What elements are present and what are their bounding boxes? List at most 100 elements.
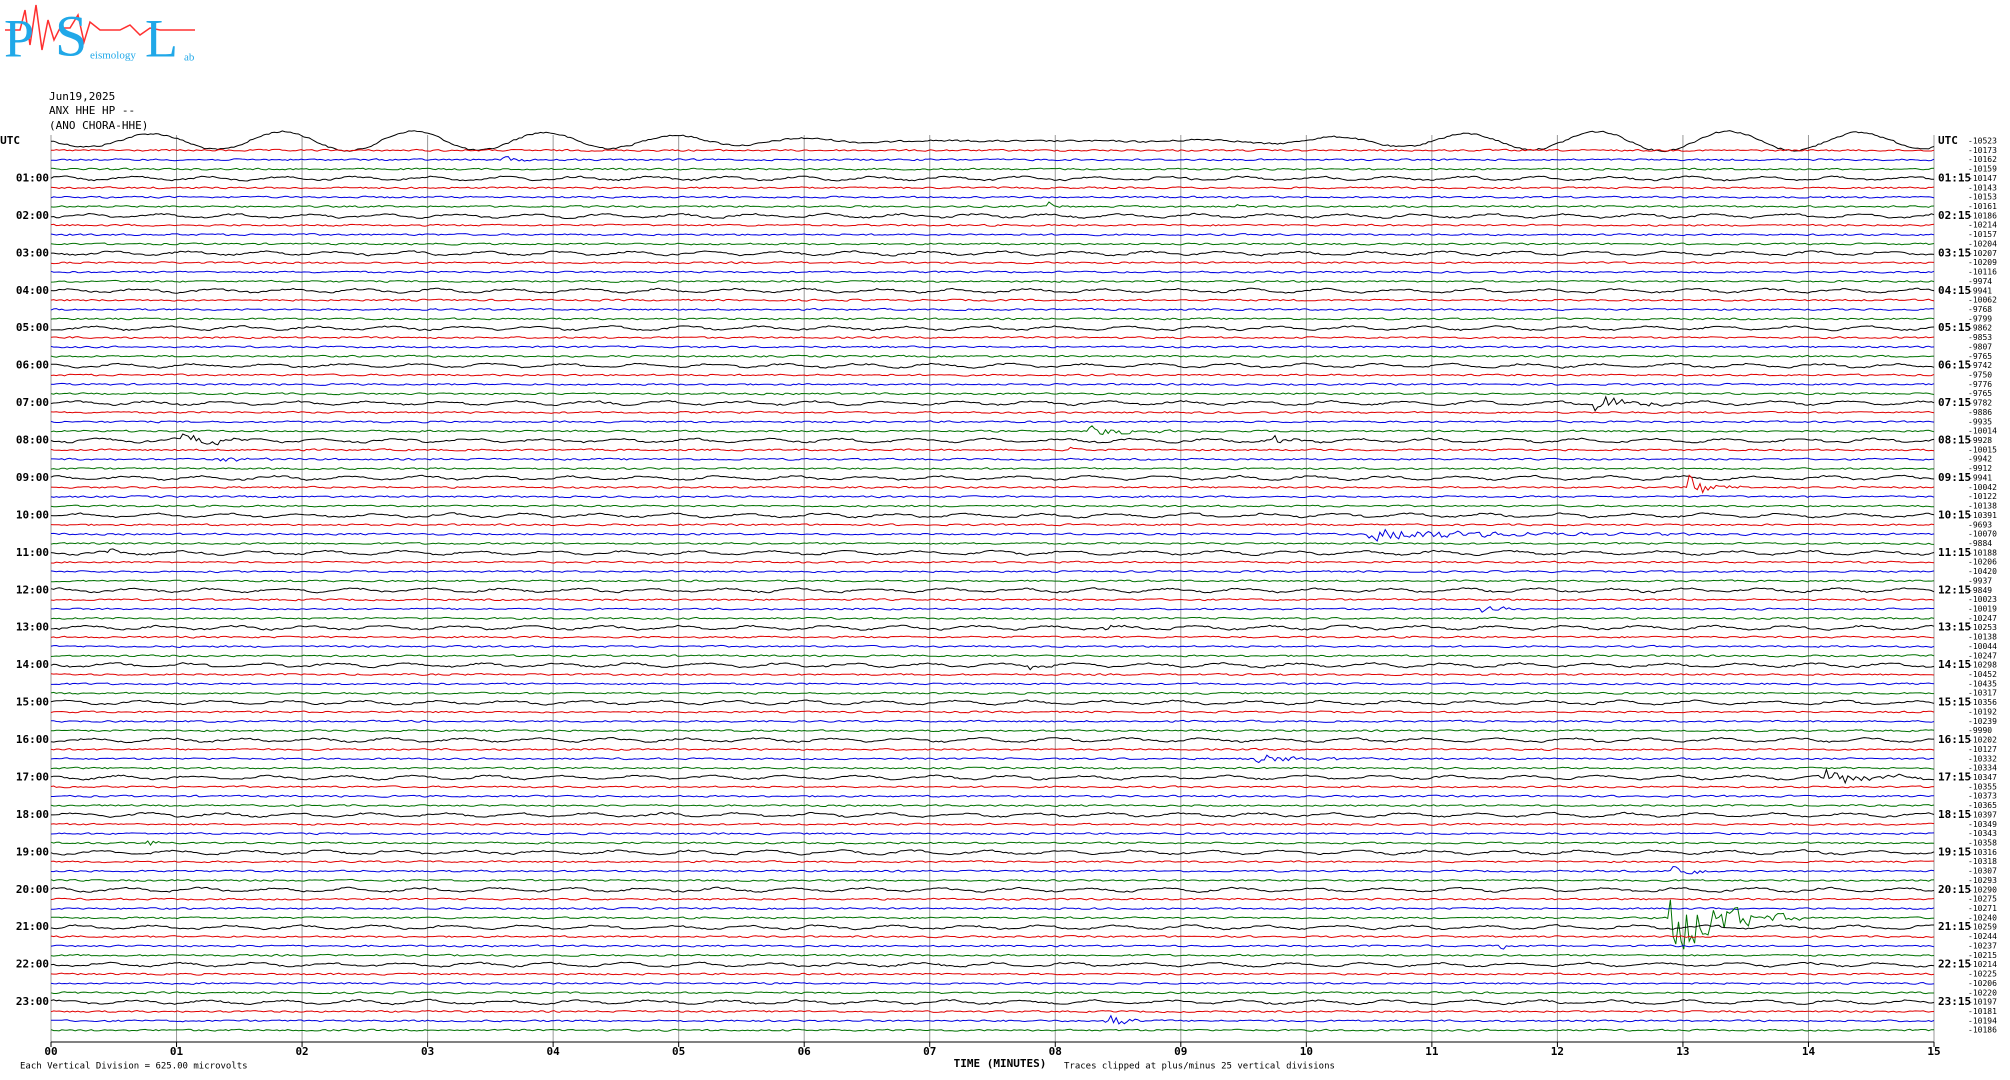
- trace: [50, 233, 1935, 237]
- trace: [50, 961, 1935, 968]
- trace: [50, 186, 1935, 190]
- trace: [50, 495, 1935, 499]
- trace: [51, 325, 1935, 332]
- trace: [50, 560, 1935, 564]
- trace: [50, 840, 1935, 846]
- trace-offset: -10317: [1968, 689, 1997, 698]
- trace-offset: -10116: [1968, 268, 1997, 277]
- trace: [50, 897, 1935, 901]
- trace-offset: -10214: [1968, 960, 1997, 969]
- trace-offset: -10452: [1968, 670, 1997, 679]
- trace-offset: -10237: [1968, 941, 1997, 950]
- hour-label: 08:00: [16, 434, 49, 447]
- hour-label: 10:00: [16, 508, 49, 521]
- trace-offset: -10014: [1968, 427, 1997, 436]
- trace: [50, 410, 1935, 414]
- trace-offset: -9782: [1968, 399, 1992, 408]
- trace-offset: -10138: [1968, 633, 1997, 642]
- hour-label: 07:00: [16, 396, 49, 409]
- hour-label-right: 03:15: [1938, 246, 1971, 259]
- trace: [50, 785, 1935, 789]
- trace: [50, 878, 1934, 882]
- trace: [50, 279, 1935, 284]
- trace-offset: -10244: [1968, 932, 1997, 941]
- x-tick-label: 11: [1425, 1045, 1439, 1058]
- trace-offset: -10162: [1968, 155, 1997, 164]
- trace-offset: -10127: [1968, 745, 1997, 754]
- hour-label-right: 11:15: [1938, 546, 1971, 559]
- trace: [51, 899, 1935, 950]
- trace-offset: -10247: [1968, 614, 1997, 623]
- trace-offset: -9693: [1968, 520, 1992, 529]
- trace-offset: -9807: [1968, 342, 1992, 351]
- trace-offset: -10332: [1968, 754, 1997, 763]
- trace-offset: -10188: [1968, 548, 1997, 557]
- x-tick-label: 04: [547, 1045, 561, 1058]
- trace-offset: -10259: [1968, 923, 1997, 932]
- trace-offset: -10186: [1968, 211, 1997, 220]
- trace-offset: -9884: [1968, 539, 1992, 548]
- trace: [50, 362, 1935, 369]
- hour-label-right: 02:15: [1938, 209, 1971, 222]
- trace-offset: -10019: [1968, 605, 1997, 614]
- trace-offset: -10220: [1968, 988, 1997, 997]
- trace: [50, 803, 1935, 808]
- x-tick-label: 09: [1174, 1045, 1187, 1058]
- trace-offset: -9768: [1968, 305, 1992, 314]
- trace: [50, 972, 1935, 976]
- hour-label-right: 07:15: [1938, 396, 1971, 409]
- trace: [51, 682, 1935, 686]
- hour-label: 19:00: [16, 845, 49, 858]
- trace-offset: -9974: [1968, 277, 1992, 286]
- trace: [51, 794, 1934, 798]
- logo-text: eismology: [90, 50, 136, 62]
- trace: [51, 250, 1935, 257]
- trace: [50, 624, 1935, 631]
- trace-offset: -10523: [1968, 137, 1997, 146]
- footnote: Each Vertical Division = 625.00 microvol…: [20, 1062, 248, 1072]
- trace-offset: -10316: [1968, 848, 1997, 857]
- x-tick-label: 13: [1676, 1045, 1689, 1058]
- trace-offset: -10159: [1968, 165, 1997, 174]
- trace-offset: -10044: [1968, 642, 1997, 651]
- hour-label: 15:00: [16, 696, 49, 709]
- trace-offset: -10192: [1968, 707, 1997, 716]
- hour-label: 16:00: [16, 733, 49, 746]
- trace: [50, 504, 1934, 508]
- trace-offset: -10214: [1968, 221, 1997, 230]
- x-tick-label: 15: [1927, 1045, 1940, 1058]
- trace-offset: -10138: [1968, 502, 1997, 511]
- hour-label: UTC: [0, 134, 20, 147]
- trace: [50, 201, 1935, 209]
- trace: [50, 270, 1935, 274]
- trace-offset: -10209: [1968, 258, 1997, 267]
- trace-offset: -10147: [1968, 174, 1997, 183]
- trace: [51, 148, 1935, 152]
- hour-label: 11:00: [16, 546, 49, 559]
- trace-offset: -10356: [1968, 698, 1997, 707]
- trace-offset: -10253: [1968, 623, 1997, 632]
- trace: [50, 691, 1935, 695]
- trace: [50, 298, 1935, 302]
- trace: [50, 395, 1935, 412]
- trace: [50, 635, 1935, 639]
- hour-label-right: 17:15: [1938, 770, 1971, 783]
- trace: [50, 860, 1934, 864]
- trace: [50, 523, 1935, 527]
- x-axis-label: TIME (MINUTES): [954, 1057, 1047, 1070]
- trace: [50, 832, 1935, 836]
- x-tick-label: 03: [421, 1045, 434, 1058]
- trace: [50, 156, 1935, 162]
- trace-offset: -10271: [1968, 904, 1997, 913]
- hour-label-right: UTC: [1938, 134, 1958, 147]
- x-tick-label: 07: [923, 1045, 936, 1058]
- trace-offset: -9849: [1968, 586, 1992, 595]
- trace: [50, 261, 1935, 265]
- hour-label-right: 09:15: [1938, 471, 1971, 484]
- logo-wave: [5, 4, 195, 51]
- trace: [51, 719, 1935, 723]
- trace: [50, 512, 1935, 519]
- hour-label-right: 05:15: [1938, 321, 1971, 334]
- trace: [50, 317, 1935, 321]
- trace-offset: -9990: [1968, 726, 1992, 735]
